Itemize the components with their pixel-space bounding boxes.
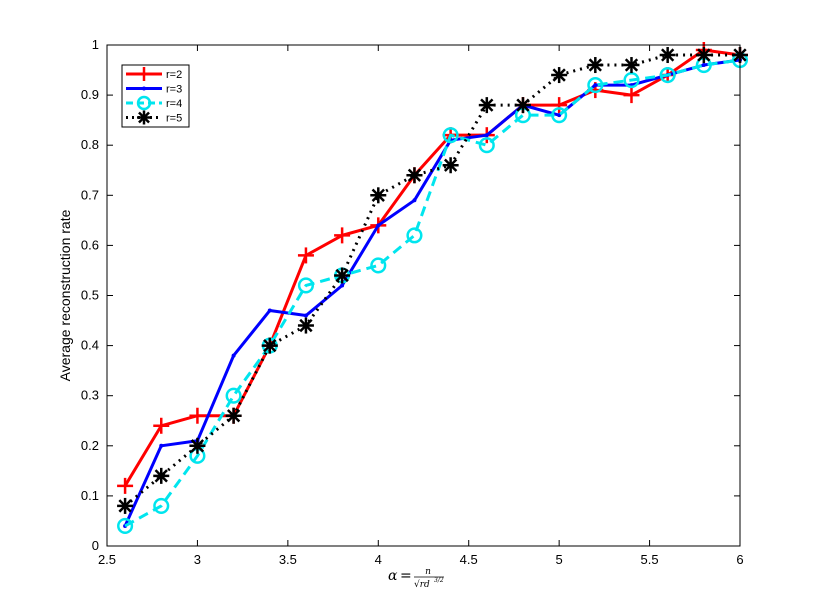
data-point-marker <box>303 313 308 318</box>
x-tick-label: 3.5 <box>279 552 297 567</box>
data-point-marker <box>624 58 639 72</box>
data-point-marker <box>697 48 711 62</box>
x-axis-label-alpha: α <box>388 568 398 584</box>
data-point-marker <box>371 188 385 202</box>
data-point-marker <box>593 83 598 88</box>
x-axis-label-denominator: √rd <box>414 579 430 590</box>
data-point-marker <box>406 227 423 244</box>
legend-label: r=5 <box>166 113 182 125</box>
data-point-marker <box>552 68 566 82</box>
data-point-marker <box>190 439 205 453</box>
x-axis-label-exponent: 3/2 <box>434 577 444 584</box>
data-point-marker <box>335 268 349 283</box>
x-tick-label: 5 <box>556 552 563 567</box>
x-tick-label: 4 <box>375 552 382 567</box>
legend-entry: r=3 <box>126 84 182 96</box>
legend-entry: r=5 <box>126 110 182 125</box>
axis-ticks <box>106 44 741 547</box>
legend-entry: r=2 <box>126 67 182 81</box>
x-tick-label: 2.5 <box>98 552 116 567</box>
data-point-marker <box>118 499 132 513</box>
data-point-marker <box>376 223 381 228</box>
data-point-marker <box>443 158 458 172</box>
axis-tick-labels: 2.5 3 3.5 4 4.5 5 5.5 6 0 0.1 0.2 0.3 0.4 0.5 0.6 0.7 0.… <box>81 37 744 567</box>
x-tick-label: 5.5 <box>641 552 659 567</box>
legend: r=2 r=3 r=4 r=5 <box>121 64 190 128</box>
y-tick-label: 0 <box>92 538 99 553</box>
x-tick-label: 6 <box>736 552 743 567</box>
data-point-marker <box>138 111 150 124</box>
data-point-marker <box>412 198 417 203</box>
data-point-marker <box>263 338 277 353</box>
data-point-marker <box>142 86 146 91</box>
legend-label: r=2 <box>166 69 182 81</box>
data-point-marker <box>659 67 676 84</box>
legend-entry: r=4 <box>126 95 182 111</box>
data-point-marker <box>226 409 241 423</box>
data-point-marker <box>340 283 345 288</box>
y-tick-label: 0.5 <box>81 288 99 303</box>
x-axis-label: α = n √rd 3/2 <box>388 567 444 590</box>
data-point-marker <box>159 443 164 448</box>
data-point-marker <box>478 137 495 154</box>
data-point-marker <box>153 497 170 514</box>
y-tick-label: 0.6 <box>81 237 99 252</box>
data-point-marker <box>297 277 314 294</box>
data-point-marker <box>623 72 640 89</box>
plot-series-layer <box>117 42 749 535</box>
data-point-marker <box>299 318 313 333</box>
data-point-marker <box>587 77 604 94</box>
x-tick-label: 4.5 <box>460 552 478 567</box>
y-tick-label: 0.8 <box>81 137 99 152</box>
data-point-marker <box>267 308 272 313</box>
data-point-marker <box>117 517 134 535</box>
legend-label: r=4 <box>166 98 182 110</box>
data-point-marker <box>480 98 494 112</box>
data-point-marker <box>231 353 236 358</box>
x-axis-label-numerator: n <box>425 567 431 577</box>
data-point-marker <box>442 127 459 144</box>
data-point-marker <box>370 257 387 274</box>
y-tick-label: 0.2 <box>81 438 99 453</box>
y-tick-label: 1 <box>92 37 99 52</box>
data-point-marker <box>154 469 168 483</box>
data-point-marker <box>661 48 675 62</box>
legend-label: r=3 <box>166 84 182 96</box>
y-tick-label: 0.7 <box>81 187 99 202</box>
x-axis-label-equals: = <box>400 568 412 584</box>
y-tick-label: 0.1 <box>81 488 99 503</box>
x-tick-label: 3 <box>194 552 201 567</box>
y-axis-label: Average reconstruction rate <box>57 209 73 381</box>
series-r=5 <box>117 47 748 514</box>
data-point-marker <box>407 168 422 182</box>
data-point-marker <box>225 387 242 404</box>
data-point-marker <box>588 58 602 72</box>
data-point-marker <box>701 63 706 68</box>
data-point-marker <box>136 95 152 111</box>
y-tick-label: 0.9 <box>81 87 99 102</box>
data-point-marker <box>484 133 489 138</box>
y-tick-label: 0.4 <box>81 338 99 353</box>
y-tick-label: 0.3 <box>81 388 99 403</box>
data-point-marker <box>551 107 568 124</box>
data-point-marker <box>516 98 530 112</box>
